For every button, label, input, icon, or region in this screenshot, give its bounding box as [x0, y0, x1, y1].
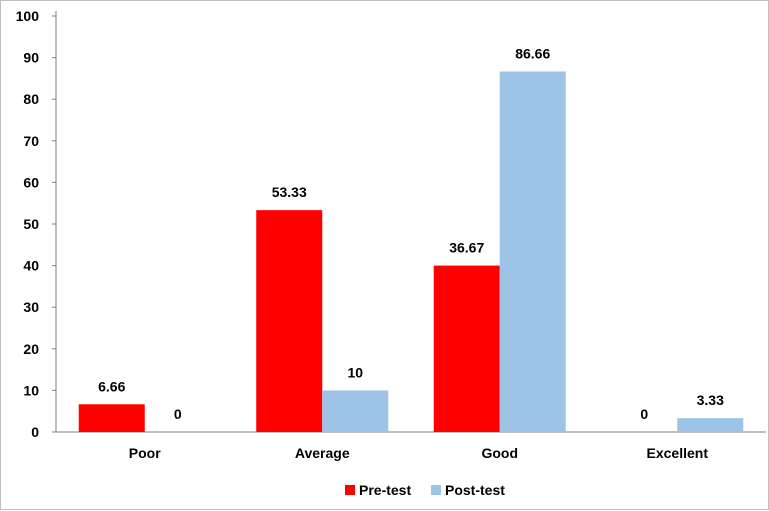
data-label: 6.66	[98, 378, 125, 394]
legend-label: Post-test	[445, 482, 505, 498]
y-tick-label: 100	[16, 8, 40, 24]
axes	[55, 11, 766, 433]
bar-post-test-average	[322, 390, 389, 432]
y-tick-label: 10	[23, 382, 39, 398]
legend: Pre-test Post-test	[345, 482, 505, 498]
y-tick-label: 20	[23, 341, 39, 357]
y-tick-label: 90	[23, 50, 39, 66]
data-label: 86.66	[515, 45, 550, 61]
legend-swatch	[431, 485, 441, 495]
y-tick-label: 70	[23, 133, 39, 149]
bar-post-test-excellent	[677, 418, 744, 432]
data-label: 10	[347, 364, 363, 380]
y-tick-label: 80	[23, 91, 39, 107]
x-category-label: Good	[481, 445, 518, 461]
bar-pre-test-poor	[78, 404, 145, 432]
bars	[78, 71, 744, 433]
data-labels: 6.66 0 53.33 10 36.67 86.66 0 3.33	[98, 45, 724, 422]
x-axis-categories: Poor Average Good Excellent	[129, 445, 709, 461]
bar-pre-test-average	[256, 210, 323, 432]
y-tick-label: 0	[31, 424, 39, 440]
y-tick-label: 40	[23, 258, 39, 274]
x-category-label: Excellent	[647, 445, 709, 461]
legend-label: Pre-test	[359, 482, 411, 498]
bar-post-test-good	[499, 71, 566, 433]
y-tick-label: 60	[23, 174, 39, 190]
bar-pre-test-good	[433, 265, 500, 432]
data-label: 0	[174, 406, 182, 422]
y-axis-ticks: 0 10 20 30 40 50 60 70 80 90 100	[16, 8, 56, 440]
data-label: 53.33	[272, 184, 307, 200]
x-category-label: Poor	[129, 445, 161, 461]
y-tick-label: 50	[23, 216, 39, 232]
data-label: 36.67	[449, 240, 484, 256]
y-tick-label: 30	[23, 299, 39, 315]
data-label: 0	[640, 406, 648, 422]
legend-swatch	[345, 485, 355, 495]
x-category-label: Average	[295, 445, 350, 461]
data-label: 3.33	[697, 392, 724, 408]
